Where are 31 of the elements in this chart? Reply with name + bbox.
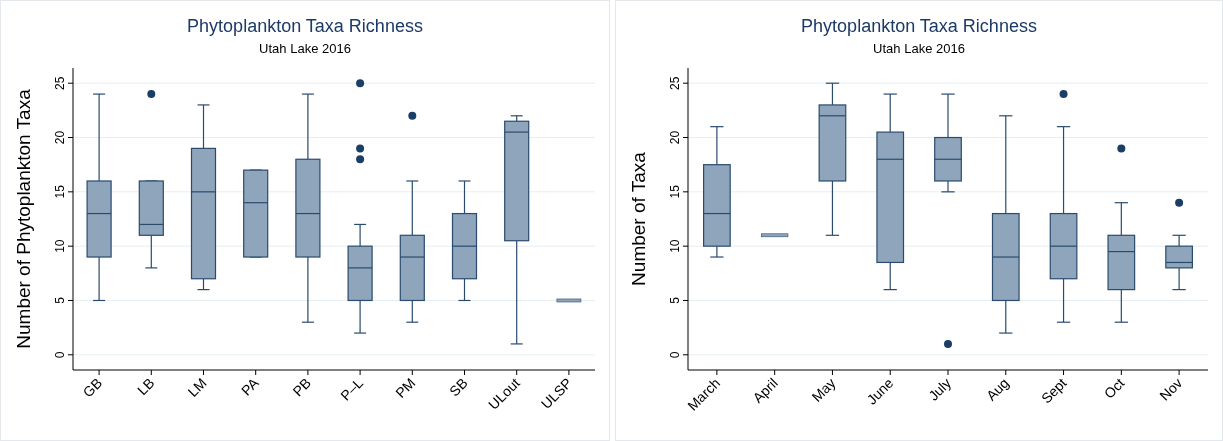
y-tick-label: 5 (668, 296, 682, 304)
x-tick-label: P–L (337, 374, 367, 404)
y-axis-title: Number of Phytoplankton Taxa (13, 88, 34, 349)
x-tick-label: LB (134, 374, 158, 399)
chart-subtitle: Utah Lake 2016 (259, 41, 351, 56)
x-tick-label: LM (184, 374, 210, 400)
x-tick-label: SB (446, 374, 471, 400)
y-tick-label: 25 (668, 76, 682, 90)
chart-title: Phytoplankton Taxa Richness (801, 16, 1037, 36)
x-tick-label: Aug (982, 374, 1012, 404)
x-tick-label: PA (238, 374, 263, 399)
y-tick-label: 20 (53, 130, 67, 145)
y-tick-label: 20 (668, 130, 682, 145)
y-tick-label: 0 (668, 351, 682, 359)
x-tick-label: Nov (1156, 374, 1186, 404)
y-tick-label: 15 (668, 184, 682, 199)
x-tick-label: GB (79, 374, 106, 401)
y-tick-label: 25 (53, 76, 67, 90)
y-axis-title: Number of Taxa (628, 151, 649, 286)
y-tick-label: 10 (668, 239, 682, 253)
y-tick-label: 15 (53, 184, 67, 199)
y-tick-label: 0 (53, 351, 67, 359)
x-tick-label: July (925, 374, 955, 404)
chart-subtitle: Utah Lake 2016 (873, 41, 965, 56)
chart-title: Phytoplankton Taxa Richness (187, 16, 423, 36)
y-tick-label: 5 (53, 296, 67, 304)
x-tick-label: Oct (1100, 374, 1128, 402)
y-tick-label: 10 (53, 239, 67, 253)
x-tick-label: PB (289, 374, 315, 400)
x-tick-label: PM (392, 374, 419, 401)
x-tick-label: May (808, 374, 839, 405)
